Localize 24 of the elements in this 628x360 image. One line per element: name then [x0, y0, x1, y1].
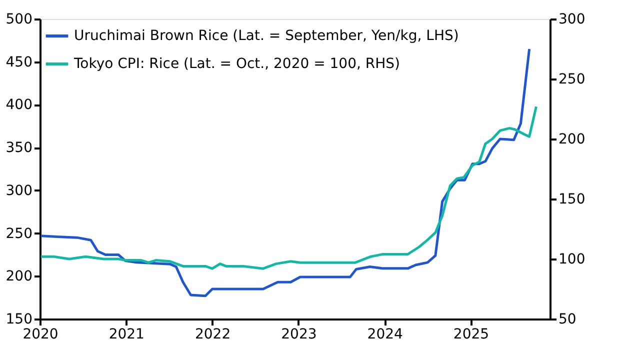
line-series	[40, 48, 531, 298]
y2-tick-label: 200	[558, 132, 586, 148]
legend-label: Tokyo CPI: Rice (Lat. = Oct., 2020 = 100, RHS)	[73, 56, 400, 72]
x-tick-label: 2022	[194, 326, 231, 342]
x-tick-label: 2025	[453, 326, 490, 342]
y2-tick-label: 150	[558, 192, 586, 208]
y-tick-label: 200	[6, 268, 32, 285]
y-tick-label: 400	[6, 97, 32, 114]
y-tick-label: 500	[6, 12, 32, 28]
y-tick-label: 300	[6, 182, 32, 199]
y-tick-label: 450	[6, 54, 32, 70]
y-tick-label: 150	[6, 312, 32, 328]
y-tick-label: 250	[6, 226, 32, 242]
y2-tick-label: 50	[558, 312, 576, 328]
y2-tick-label: 300	[558, 12, 586, 28]
x-tick-label: 2020	[22, 326, 58, 342]
x-tick-label: 2023	[281, 326, 317, 342]
y-tick-label: 350	[6, 140, 32, 156]
y2-tick-label: 250	[558, 72, 586, 88]
legend-label: Uruchimai Brown Rice (Lat. = September, Yen/kg, LHS)	[74, 28, 459, 44]
x-tick-label: 2021	[108, 326, 144, 342]
x-tick-label: 2024	[367, 326, 403, 342]
y2-tick-label: 100	[558, 252, 586, 268]
line-series	[40, 105, 538, 270]
